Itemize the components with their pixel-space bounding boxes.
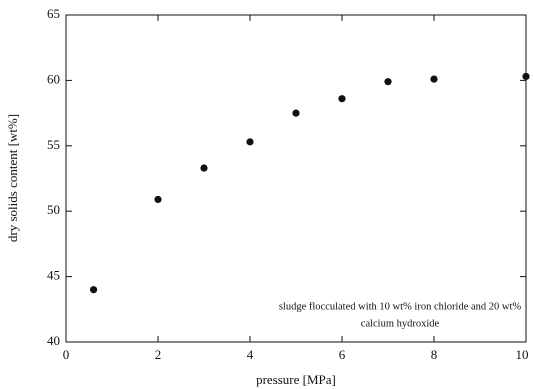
data-point [246,138,254,146]
x-tick-label: 0 [63,347,70,362]
y-tick-label: 40 [47,333,60,348]
y-tick-label: 55 [47,137,60,152]
data-point [338,95,346,103]
y-tick-label: 65 [47,6,60,21]
annotation: sludge flocculated with 10 wt% iron chlo… [279,301,522,312]
data-point [522,72,530,81]
y-tick-label: 60 [47,71,60,86]
data-point [154,195,162,204]
x-tick-label: 2 [155,347,162,362]
x-tick-label: 4 [247,347,254,362]
data-point [292,109,300,117]
plot-frame [65,14,527,343]
x-axis-title: pressure [MPa] [256,372,336,387]
data-point [200,164,208,172]
data-point [384,78,392,86]
x-tick-label: 8 [431,347,438,362]
y-tick-label: 50 [47,202,60,217]
data-point [430,75,438,83]
data-point [90,286,98,294]
annotation: calcium hydroxide [361,318,440,329]
y-tick-label: 45 [47,268,60,283]
x-tick-label: 6 [339,347,346,362]
x-tick-label: 10 [516,347,529,362]
y-axis-title: dry solids content [wt%] [5,114,20,242]
